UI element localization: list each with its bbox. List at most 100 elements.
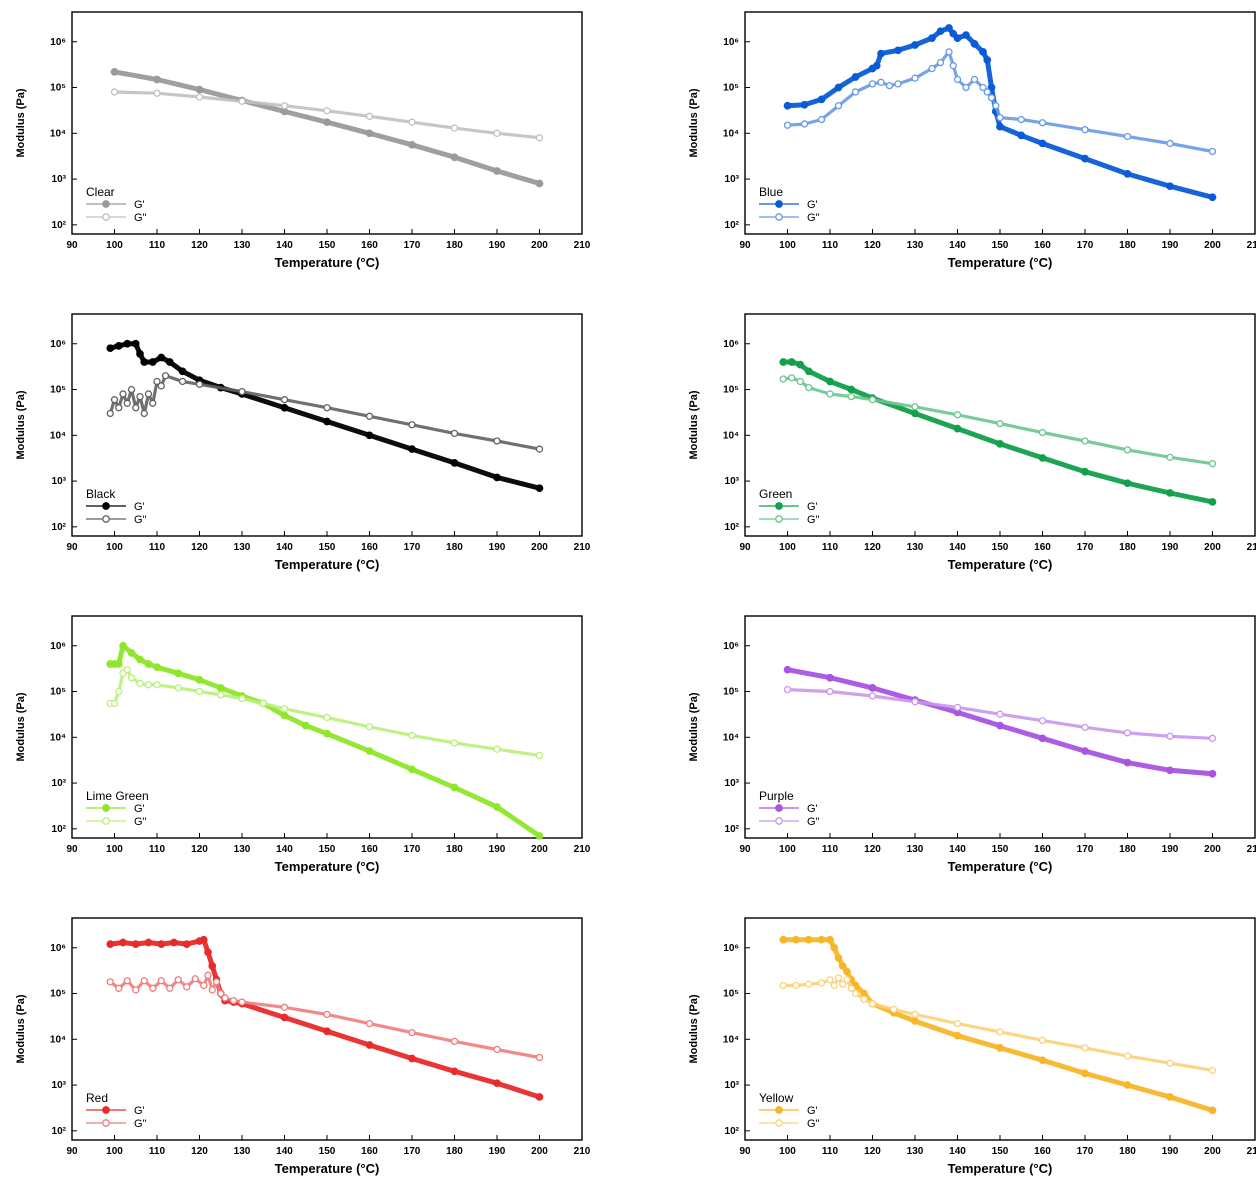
data-point xyxy=(153,663,161,672)
data-point xyxy=(851,88,860,96)
data-point xyxy=(493,745,501,753)
x-tick-label: 190 xyxy=(1162,240,1179,251)
data-point xyxy=(911,41,919,49)
data-point xyxy=(804,935,813,944)
x-tick-label: 200 xyxy=(531,240,548,251)
x-tick-label: 200 xyxy=(1204,542,1221,553)
legend-title: Yellow xyxy=(759,1091,794,1105)
series-line-g-double-prime xyxy=(785,50,1215,154)
data-point xyxy=(788,374,796,382)
data-point xyxy=(450,1067,459,1076)
y-tick-label: 10³ xyxy=(725,476,740,487)
x-axis-label: Temperature (°C) xyxy=(275,1161,380,1176)
x-tick-label: 100 xyxy=(106,542,123,553)
data-point xyxy=(493,437,501,445)
chart-panel-3: 90 100 110 120 130 140 150 160 170 180 190 200 210 10… xyxy=(683,310,1256,578)
x-tick-label: 210 xyxy=(574,844,591,855)
data-point xyxy=(127,648,136,657)
legend-marker-icon xyxy=(102,515,110,523)
x-tick-label: 170 xyxy=(404,844,421,855)
data-point xyxy=(216,684,225,692)
data-point xyxy=(1081,154,1089,163)
data-point xyxy=(945,48,953,56)
x-tick-label: 90 xyxy=(66,542,78,553)
y-axis-label: Modulus (Pa) xyxy=(688,390,700,459)
data-point xyxy=(843,967,851,976)
data-point xyxy=(953,424,962,433)
y-tick-label: 10² xyxy=(52,220,67,231)
x-tick-label: 140 xyxy=(949,844,966,855)
data-point xyxy=(136,350,144,358)
y-tick-label: 10² xyxy=(725,824,740,835)
legend-entry: G' xyxy=(807,803,818,815)
x-tick-label: 170 xyxy=(1077,240,1094,251)
x-tick-label: 130 xyxy=(907,1146,924,1157)
data-point xyxy=(885,81,894,90)
y-tick-label: 10⁴ xyxy=(50,128,66,139)
data-point xyxy=(535,832,544,840)
data-point xyxy=(1166,732,1174,740)
x-tick-label: 120 xyxy=(191,240,208,251)
x-tick-label: 120 xyxy=(864,240,881,251)
chart-svg: 90 100 110 120 130 140 150 160 170 180 190 200 210 10… xyxy=(688,615,1256,874)
y-tick-label: 10⁵ xyxy=(50,687,66,698)
data-point xyxy=(140,409,148,418)
data-point xyxy=(860,995,868,1003)
y-tick-label: 10⁵ xyxy=(723,687,739,698)
data-point xyxy=(843,976,851,984)
data-point xyxy=(280,1013,289,1022)
data-point xyxy=(1208,460,1217,468)
series-line-g-prime xyxy=(785,25,1215,200)
data-point xyxy=(970,39,979,48)
y-tick-label: 10⁵ xyxy=(50,989,66,1000)
data-point xyxy=(166,984,174,992)
data-point xyxy=(149,399,157,407)
x-tick-label: 190 xyxy=(489,1146,506,1157)
legend-marker-icon xyxy=(102,213,110,221)
data-point xyxy=(212,978,221,986)
data-point xyxy=(123,666,131,674)
legend-entry: G" xyxy=(807,212,820,224)
data-point xyxy=(217,989,225,998)
data-point xyxy=(408,1054,416,1063)
data-point xyxy=(826,687,834,696)
chart-svg: 90 100 110 120 130 140 150 160 170 180 190 200 210 10… xyxy=(688,313,1256,572)
x-tick-label: 180 xyxy=(446,1146,463,1157)
y-tick-label: 10⁶ xyxy=(50,943,66,954)
legend-entry: G' xyxy=(134,501,145,513)
data-point xyxy=(191,975,199,983)
chart-panel-4: 90 100 110 120 130 140 150 160 170 180 190 200 210 10… xyxy=(10,612,610,880)
data-point xyxy=(1038,1036,1047,1044)
y-axis-label: Modulus (Pa) xyxy=(15,994,27,1063)
x-tick-label: 170 xyxy=(1077,844,1094,855)
data-point xyxy=(408,765,416,774)
x-tick-label: 110 xyxy=(822,542,839,553)
data-point xyxy=(110,699,119,708)
data-point xyxy=(144,938,153,947)
x-axis-label: Temperature (°C) xyxy=(275,255,380,270)
x-tick-label: 100 xyxy=(106,1146,123,1157)
x-tick-label: 170 xyxy=(404,1146,421,1157)
x-tick-label: 210 xyxy=(574,542,591,553)
data-point xyxy=(928,64,936,73)
x-tick-label: 160 xyxy=(361,1146,378,1157)
data-point xyxy=(280,102,289,110)
x-tick-label: 180 xyxy=(1119,1146,1136,1157)
data-point xyxy=(805,980,813,988)
series-line-g-prime xyxy=(107,341,542,491)
data-point xyxy=(783,121,792,129)
data-point xyxy=(493,129,501,137)
legend-entry: G' xyxy=(807,1105,818,1117)
data-point xyxy=(804,367,813,376)
x-tick-label: 130 xyxy=(907,240,924,251)
data-point xyxy=(178,367,187,376)
x-tick-label: 100 xyxy=(779,844,796,855)
x-tick-label: 210 xyxy=(1247,240,1256,251)
series-line-g-prime xyxy=(785,667,1215,777)
legend-entry: G' xyxy=(134,803,145,815)
data-point xyxy=(949,29,958,38)
y-tick-label: 10⁴ xyxy=(723,430,739,441)
data-point xyxy=(783,665,792,674)
y-tick-label: 10⁵ xyxy=(50,385,66,396)
data-point xyxy=(195,675,204,684)
